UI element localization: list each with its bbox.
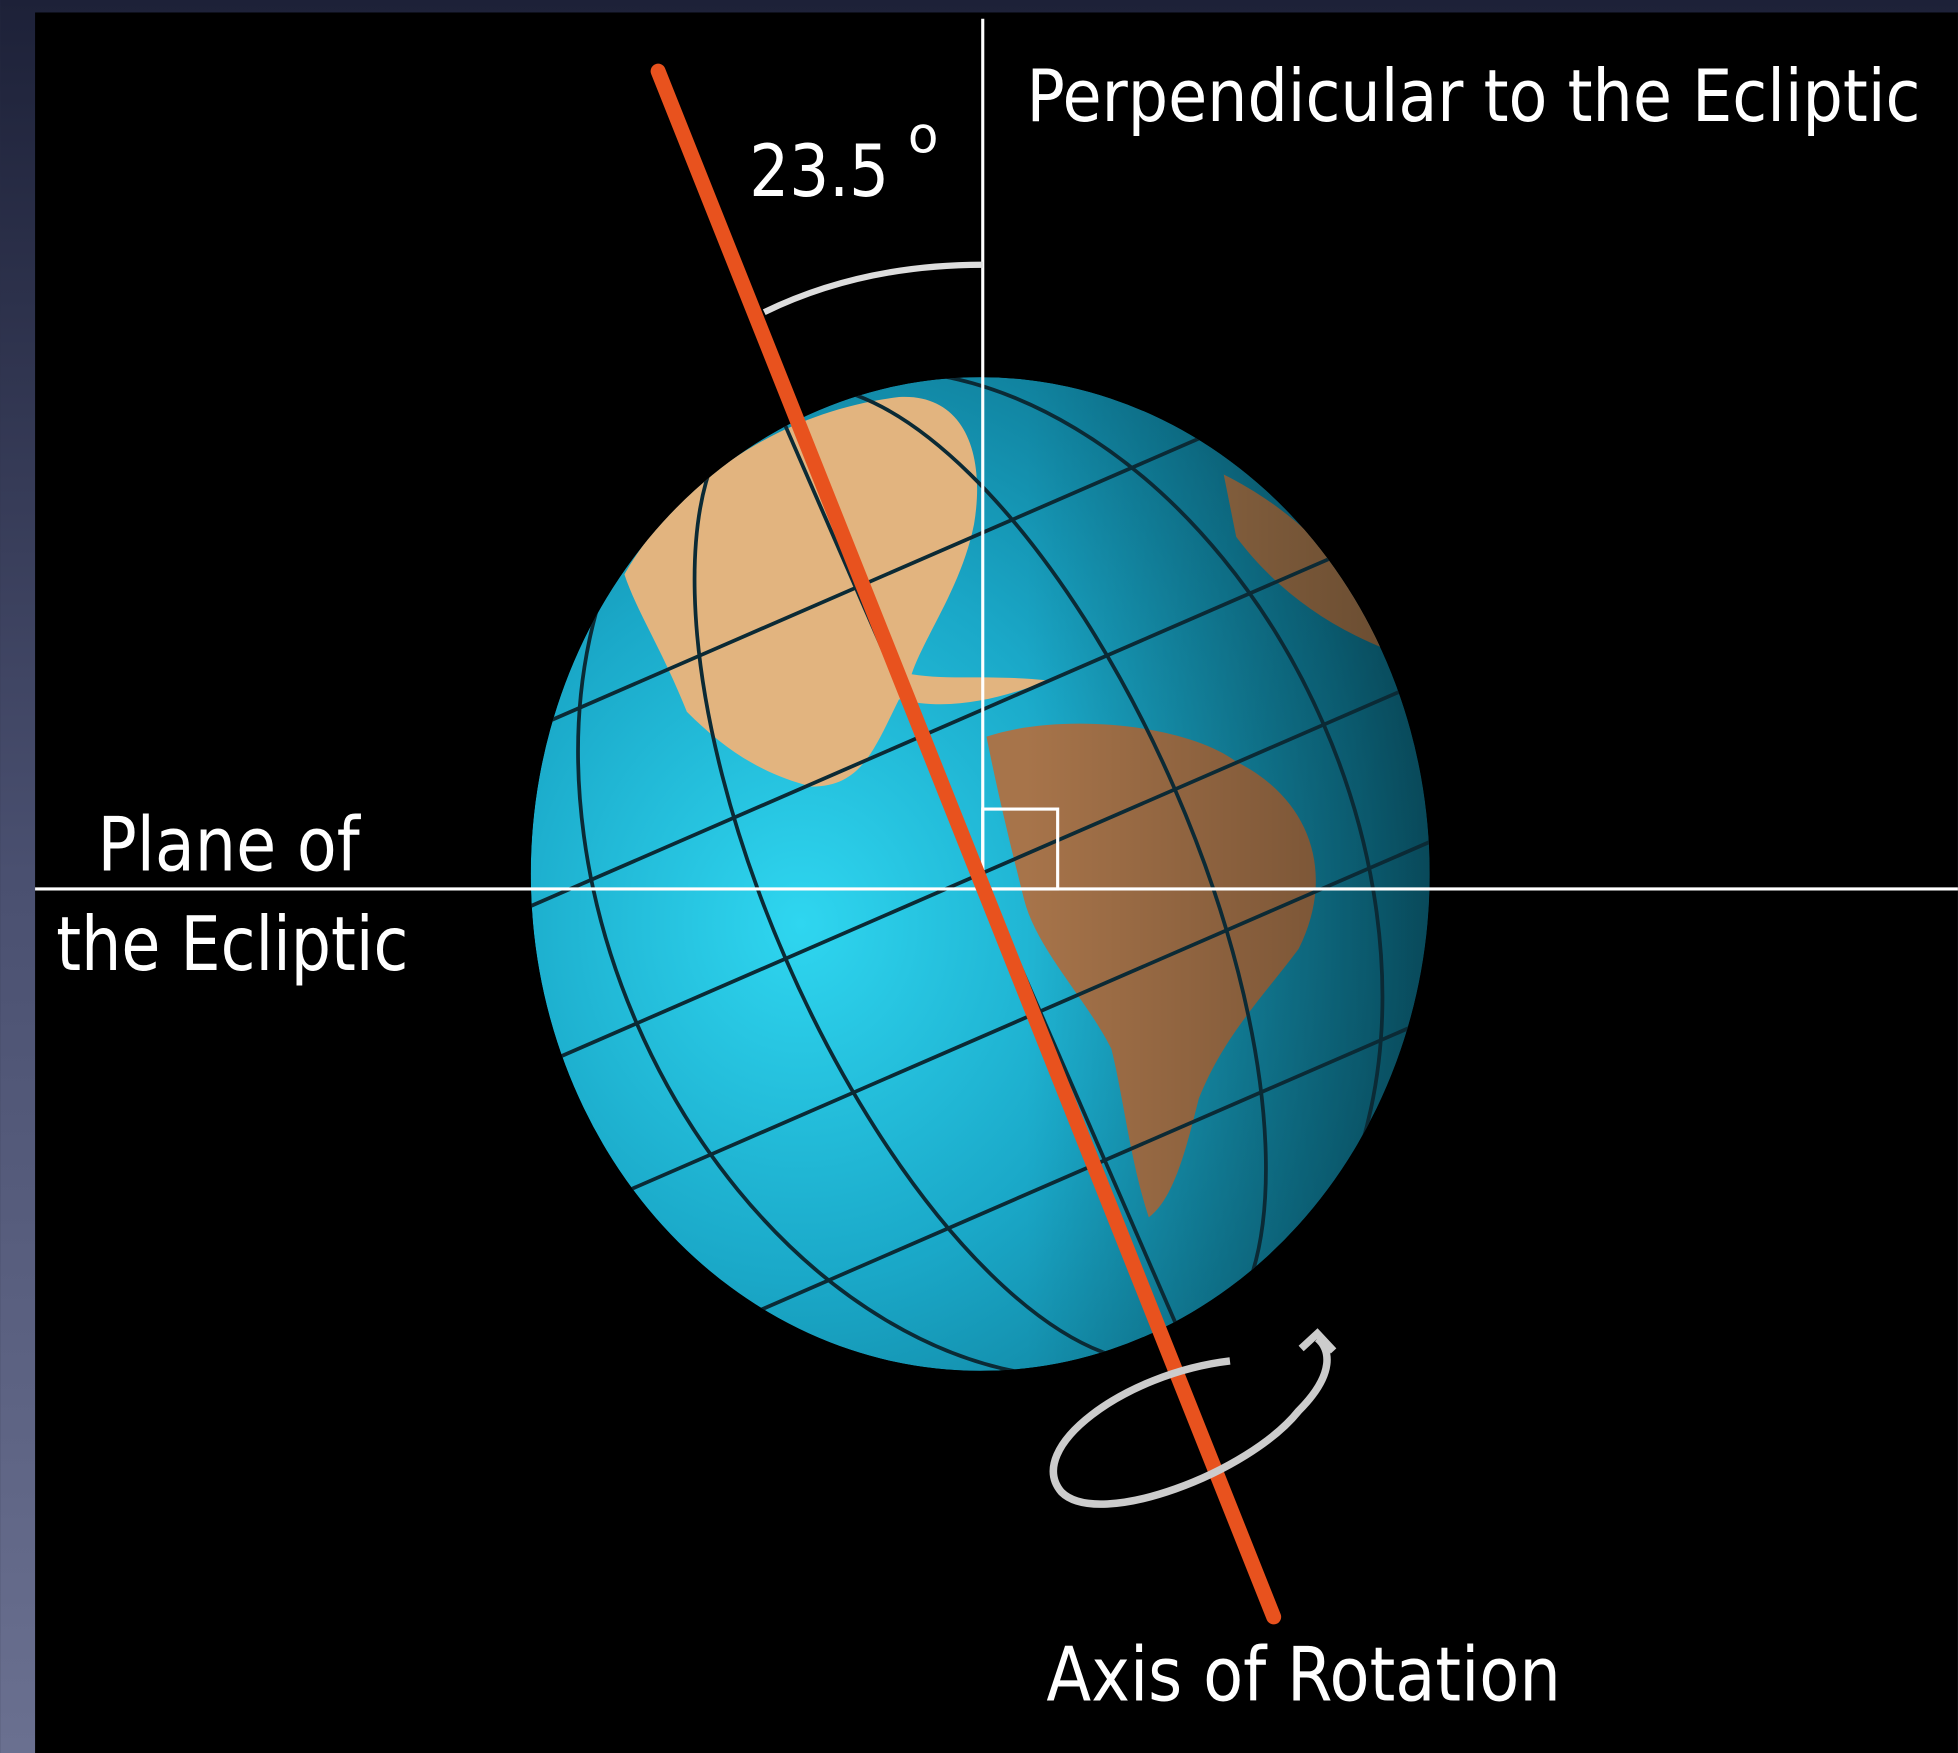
axis-label: Axis of Rotation (1046, 1631, 1560, 1719)
rotation-arrowhead (1298, 1328, 1337, 1354)
perpendicular-label: Perpendicular to the Ecliptic (1026, 55, 1920, 139)
rotation-arrow (1049, 1335, 1331, 1508)
angle-arc (762, 261, 983, 315)
angle-unit: o (908, 106, 939, 164)
plane-label-2: the Ecliptic (56, 900, 408, 988)
angle-label: 23.5 (749, 130, 889, 214)
plane-label-1: Plane of (98, 800, 362, 888)
rotation-axis (650, 63, 1282, 1625)
right-angle (981, 807, 1060, 891)
